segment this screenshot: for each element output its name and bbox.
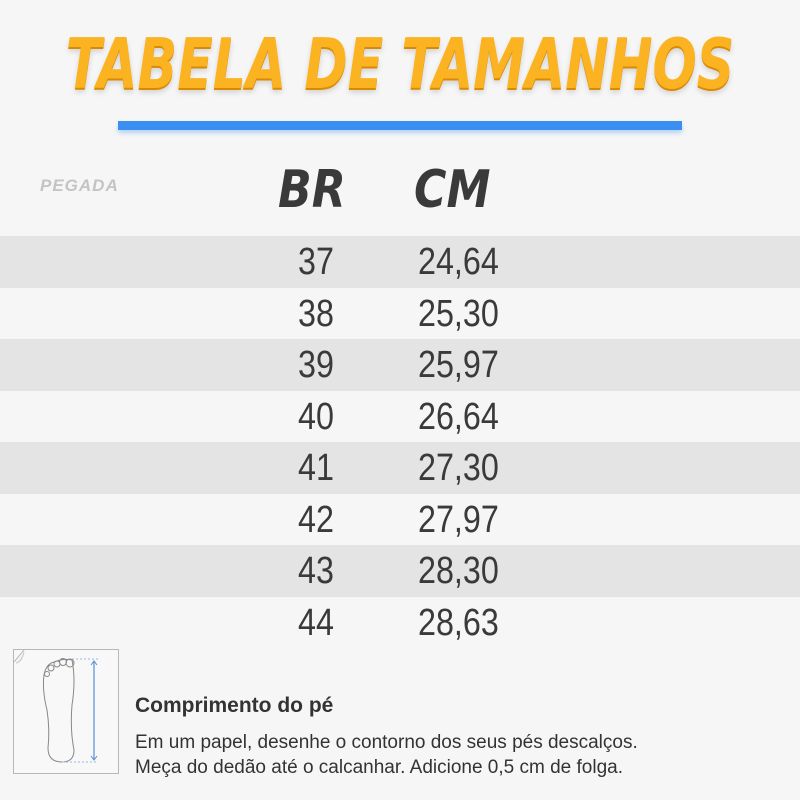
br-size: 44	[298, 601, 334, 644]
howto-line: Em um papel, desenhe o contorno dos seus…	[135, 732, 638, 753]
howto-title: Comprimento do pé	[135, 694, 334, 717]
title-underline	[118, 121, 682, 130]
column-header-cm: CM	[414, 160, 491, 220]
br-size: 39	[298, 344, 334, 386]
size-table: 37 24,64 38 25,30 39 25,97 40 26,64 41 27,30 …	[0, 236, 800, 648]
br-size: 41	[298, 447, 334, 489]
br-size: 40	[298, 395, 334, 438]
table-row: 43 28,30	[0, 545, 800, 597]
table-row: 44 28,63	[0, 597, 800, 649]
br-size: 43	[298, 550, 334, 592]
table-row: 37 24,64	[0, 236, 800, 288]
cm-size: 26,64	[418, 395, 499, 438]
cm-size: 24,64	[418, 241, 499, 283]
table-row: 42 27,97	[0, 494, 800, 546]
cm-size: 27,97	[418, 498, 499, 541]
howto-line: Meça do dedão até o calcanhar. Adicione …	[135, 757, 623, 778]
br-size: 42	[298, 498, 334, 541]
cm-size: 25,30	[418, 292, 499, 335]
table-row: 39 25,97	[0, 339, 800, 391]
cm-size: 25,97	[418, 344, 499, 386]
cm-size: 28,30	[418, 550, 499, 592]
table-row: 38 25,30	[0, 288, 800, 340]
brand-logo: PEGADA	[40, 176, 119, 195]
cm-size: 27,30	[418, 447, 499, 489]
br-size: 38	[298, 292, 334, 335]
cm-size: 28,63	[418, 601, 499, 644]
foot-measure-icon	[13, 649, 119, 774]
howto-instructions: Em um papel, desenhe o contorno dos seus…	[135, 730, 638, 780]
page-title: TABELA DE TAMANHOS	[65, 22, 735, 105]
br-size: 37	[298, 241, 334, 283]
column-header-br: BR	[278, 160, 346, 220]
table-row: 40 26,64	[0, 391, 800, 443]
table-row: 41 27,30	[0, 442, 800, 494]
